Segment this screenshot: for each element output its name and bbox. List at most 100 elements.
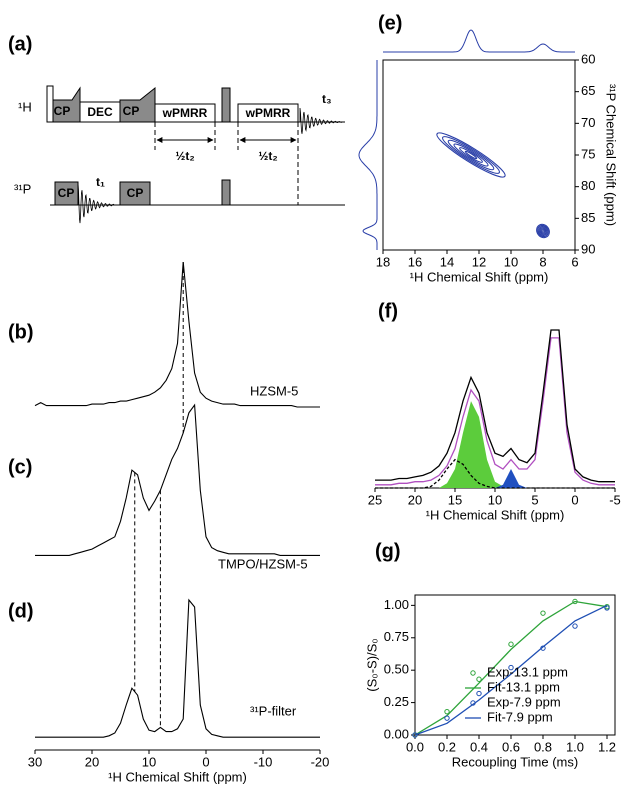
y-tick-label: 65 [581, 83, 595, 98]
y-axis-title: ³¹P Chemical Shift (ppm) [604, 84, 619, 226]
contour [453, 143, 489, 167]
x-tick-label: 20 [85, 754, 99, 769]
pulse [46, 85, 54, 123]
x-tick-label: 18 [376, 254, 390, 269]
panel-label: (b) [8, 321, 34, 343]
x-tick-label: 14 [440, 254, 454, 269]
x-tick-label: 10 [504, 254, 518, 269]
block-label: wPMRR [245, 106, 291, 120]
spectrum [35, 598, 320, 738]
x-tick-label: 0.6 [502, 739, 520, 754]
contour [541, 229, 545, 233]
marker [508, 664, 514, 671]
spectrum [34, 261, 320, 408]
marker [444, 715, 450, 721]
channel-label: ³¹P [14, 181, 31, 196]
x-axis-title: ¹H Chemical Shift (ppm) [410, 269, 549, 284]
x-tick-label: -5 [609, 492, 621, 507]
panel-label: (f) [378, 300, 398, 322]
legend-label: Fit-7.9 ppm [487, 709, 553, 724]
x-tick-label: 12 [472, 254, 486, 269]
contour [540, 228, 546, 234]
y-tick-label: 75 [581, 146, 595, 161]
x-tick-label: 25 [368, 492, 382, 507]
series-label: TMPO/HZSM-5 [218, 556, 308, 571]
x-tick-label: 1.2 [598, 739, 616, 754]
contour [447, 139, 495, 171]
block-label: DEC [87, 105, 113, 119]
delay-label: ½t₂ [258, 149, 277, 163]
panel-label: (c) [8, 456, 32, 478]
contour [442, 136, 500, 174]
wpmrr-block [237, 103, 299, 123]
x-tick-label: 0 [571, 492, 578, 507]
pulse [221, 179, 231, 206]
legend-label: Exp-13.1 ppm [487, 664, 568, 679]
x-tick-label: 15 [448, 492, 462, 507]
x-tick-label: 1.0 [566, 739, 584, 754]
panel-label: (a) [8, 33, 32, 55]
series-label: ³¹P-filter [250, 703, 297, 718]
x-tick-label: -10 [254, 754, 273, 769]
acq-label: t₃ [322, 92, 332, 106]
x-axis-title: ¹H Chemical Shift (ppm) [108, 769, 247, 784]
y-tick-label: 0.75 [384, 629, 409, 644]
y-tick-label: 85 [581, 210, 595, 225]
x-tick-label: 6 [571, 254, 578, 269]
block-label: wPMRR [162, 106, 208, 120]
panel-label: (g) [375, 540, 401, 562]
contour [537, 224, 549, 238]
contour [464, 150, 478, 160]
pulse [221, 87, 231, 123]
projection [383, 29, 575, 53]
pulse-sequence: (a) ¹H ³¹P CP DEC CP wPMRR wPMRR ½t₂ ½t₂… [8, 33, 345, 206]
line [375, 458, 615, 489]
marker [572, 623, 578, 629]
contour [538, 225, 548, 237]
block-label: CP [123, 104, 140, 118]
marker [412, 732, 418, 738]
cp-block [119, 181, 151, 206]
marker [540, 610, 546, 616]
x-tick-label: 20 [408, 492, 422, 507]
fid [77, 182, 115, 224]
y-tick-label: 70 [581, 115, 595, 130]
spectrum [35, 403, 320, 556]
x-tick-label: 8 [539, 254, 546, 269]
x-tick-label: 0.0 [406, 739, 424, 754]
projection [358, 60, 378, 250]
marker [508, 641, 514, 647]
x-tick-label: 30 [28, 754, 42, 769]
delay-label: ½t₂ [175, 149, 194, 163]
x-axis-title: ¹H Chemical Shift (ppm) [426, 507, 565, 522]
contour [539, 227, 547, 235]
y-tick-label: 0.00 [384, 726, 409, 741]
acq-label: t₁ [96, 175, 105, 189]
area [375, 401, 615, 488]
y-axis-title: (S₀-S)/S₀ [364, 638, 379, 691]
line [375, 329, 615, 483]
y-tick-label: 0.50 [384, 662, 409, 677]
wpmrr-block [154, 103, 216, 123]
legend-label: Fit-13.1 ppm [487, 679, 560, 694]
contour [536, 223, 550, 239]
y-tick-label: 0.25 [384, 694, 409, 709]
marker [476, 690, 482, 697]
x-tick-label: 0.8 [534, 739, 552, 754]
block-label: CP [58, 186, 75, 200]
y-tick-label: 90 [581, 241, 595, 256]
contour [436, 132, 506, 178]
block-label: CP [127, 186, 144, 200]
y-tick-label: 60 [581, 51, 595, 66]
x-tick-label: 0 [202, 754, 209, 769]
x-tick-label: 0.2 [438, 739, 456, 754]
channel-label: ¹H [18, 99, 32, 114]
panel-label: (e) [378, 12, 402, 34]
fid [299, 107, 343, 134]
x-tick-label: -20 [311, 754, 330, 769]
series-label: HZSM-5 [250, 383, 298, 398]
x-tick-label: 10 [142, 754, 156, 769]
block-label: CP [54, 104, 71, 118]
legend-symbol [470, 670, 476, 676]
